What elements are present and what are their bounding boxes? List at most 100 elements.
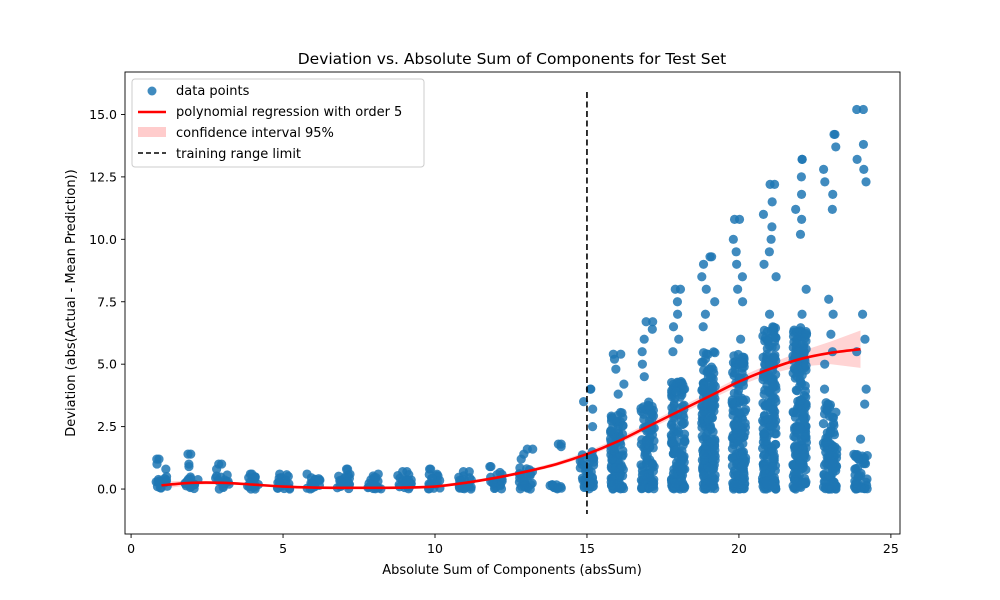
data-point — [728, 234, 738, 244]
data-point — [771, 272, 781, 282]
data-point — [488, 478, 498, 488]
data-point — [797, 154, 807, 165]
data-point — [801, 443, 811, 453]
data-point — [763, 336, 773, 346]
x-tick-label: 5 — [279, 541, 287, 556]
data-point — [678, 409, 688, 420]
data-point — [820, 359, 830, 369]
data-point — [556, 439, 566, 449]
data-point — [189, 483, 199, 494]
data-point — [486, 461, 496, 472]
data-point — [831, 142, 841, 152]
data-point — [579, 397, 589, 407]
y-tick-label: 15.0 — [89, 107, 117, 122]
data-point — [729, 420, 739, 430]
data-point — [853, 483, 863, 493]
data-point — [758, 424, 768, 434]
data-point — [710, 297, 720, 307]
data-point — [424, 480, 435, 490]
regression-line-layer — [161, 347, 861, 490]
data-point — [861, 384, 871, 394]
data-point — [738, 297, 748, 307]
data-point — [821, 437, 831, 447]
data-point — [829, 129, 839, 140]
data-point — [710, 436, 720, 446]
data-points-layer — [151, 104, 872, 494]
data-point — [707, 252, 717, 262]
data-point — [639, 334, 649, 344]
data-point — [245, 469, 255, 479]
data-point — [615, 407, 626, 418]
legend: data points polynomial regression with o… — [131, 78, 425, 168]
data-point — [703, 372, 713, 382]
data-point — [648, 460, 658, 470]
data-point — [341, 464, 352, 474]
data-point — [183, 449, 193, 459]
data-point — [761, 436, 771, 446]
data-point — [642, 437, 652, 448]
legend-box — [131, 78, 425, 168]
data-point — [708, 475, 719, 486]
x-tick-label: 25 — [883, 541, 899, 556]
data-point — [826, 329, 836, 339]
data-point — [800, 473, 810, 484]
data-point — [644, 483, 655, 493]
data-point — [466, 482, 476, 492]
data-point — [852, 104, 862, 115]
data-point — [860, 334, 870, 344]
legend-label-confidence: confidence interval 95% — [176, 126, 334, 141]
data-point — [669, 399, 679, 409]
data-point — [495, 480, 506, 491]
data-point — [698, 322, 708, 332]
data-point — [764, 247, 774, 257]
data-point — [608, 349, 618, 359]
x-axis-ticks: 0 5 10 15 20 25 — [127, 534, 899, 556]
data-point — [619, 379, 629, 389]
data-point — [819, 164, 829, 174]
data-point — [648, 317, 658, 327]
y-tick-label: 10.0 — [89, 232, 117, 247]
data-point — [762, 401, 772, 411]
data-point — [710, 445, 720, 455]
x-tick-label: 10 — [427, 541, 443, 556]
data-point — [155, 478, 166, 488]
data-point — [584, 470, 594, 480]
legend-label-data-points: data points — [176, 84, 250, 99]
data-point — [402, 475, 412, 485]
data-point — [801, 360, 811, 371]
data-point — [154, 454, 164, 464]
data-point — [679, 418, 689, 428]
data-point — [789, 364, 799, 374]
data-point — [697, 422, 707, 433]
data-point — [515, 484, 525, 494]
data-point — [675, 284, 686, 294]
data-point — [791, 204, 801, 214]
data-point — [618, 421, 628, 431]
data-point — [710, 348, 720, 358]
data-point — [769, 453, 779, 463]
legend-label-training-limit: training range limit — [176, 147, 301, 162]
data-point — [769, 179, 780, 189]
data-point — [801, 329, 812, 339]
y-tick-label: 5.0 — [97, 357, 117, 372]
data-point — [795, 229, 806, 239]
data-point — [825, 444, 835, 454]
data-point — [733, 479, 743, 490]
data-point — [217, 459, 227, 469]
data-point — [588, 404, 598, 414]
data-point — [793, 424, 803, 434]
data-point — [758, 209, 769, 219]
data-point — [275, 469, 285, 479]
y-tick-label: 0.0 — [97, 482, 117, 497]
data-point — [587, 422, 598, 432]
data-point — [861, 177, 871, 187]
data-point — [771, 333, 781, 343]
data-point — [585, 384, 595, 394]
data-point — [639, 372, 649, 382]
data-point — [737, 272, 748, 282]
chart-title: Deviation vs. Absolute Sum of Components… — [298, 50, 727, 68]
data-point — [315, 475, 325, 485]
data-point — [556, 482, 566, 492]
data-point — [797, 379, 807, 389]
